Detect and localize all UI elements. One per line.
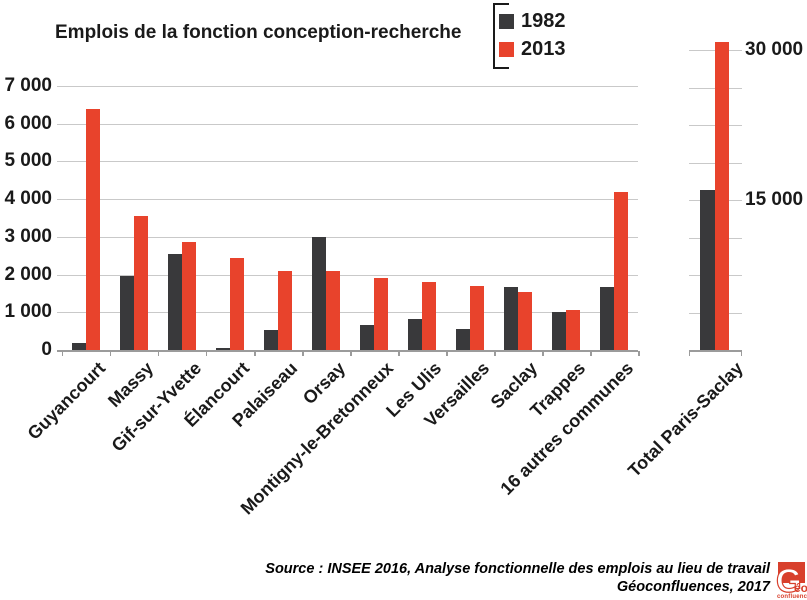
x-axis-tick — [350, 351, 352, 356]
total-x-axis-tick — [688, 351, 690, 356]
bar-1982 — [504, 286, 519, 350]
y-axis-label: 7 000 — [4, 75, 52, 96]
logo-eo-text: éo — [794, 581, 807, 595]
bar-2013 — [326, 270, 341, 350]
bar-2013 — [614, 191, 629, 350]
total-axis-tick — [729, 237, 742, 239]
bar-2013 — [181, 241, 196, 350]
bar-1982 — [215, 348, 230, 350]
gridline — [57, 236, 638, 238]
total-axis-tick — [688, 162, 715, 164]
bar-1982 — [119, 276, 134, 350]
bar-2013 — [518, 291, 533, 350]
total-axis-tick — [688, 125, 715, 126]
gridline — [57, 161, 638, 163]
gridline — [57, 312, 638, 314]
x-axis-line — [57, 350, 638, 352]
gridline — [57, 86, 638, 87]
legend-swatch-2013 — [499, 41, 514, 57]
bar-1982 — [264, 330, 278, 350]
x-axis-tick — [109, 351, 112, 356]
x-axis-tick — [638, 351, 640, 356]
logo-letter-g: G — [775, 562, 802, 599]
y-axis-label: 5 000 — [4, 150, 52, 172]
total-axis-tick — [729, 200, 742, 201]
geoconfluences-logo — [778, 562, 805, 583]
legend-label-2013: 2013 — [521, 38, 566, 60]
source-line-1: Source : INSEE 2016, Analyse fonctionnel… — [265, 561, 770, 577]
x-axis-tick — [590, 351, 592, 356]
x-axis-tick — [446, 351, 448, 356]
chart-title: Emplois de la fonction conception-recher… — [55, 22, 462, 43]
bar-1982 — [360, 325, 375, 350]
legend-label-1982: 1982 — [521, 10, 566, 32]
total-x-axis-tick — [740, 351, 742, 356]
y-axis-label: 2 000 — [4, 263, 52, 285]
gridline — [57, 199, 638, 201]
x-axis-tick — [494, 351, 496, 356]
bar-1982 — [552, 312, 567, 350]
bar-2013 — [566, 310, 581, 350]
total-axis-tick — [729, 312, 742, 314]
total-y-axis-label: 30 000 — [745, 39, 804, 60]
legend-item-1982: 1982 — [499, 11, 566, 31]
total-x-axis-label: Total Paris-Saclay — [624, 358, 748, 481]
y-axis-label: 3 000 — [4, 225, 52, 247]
bar-2013 — [229, 257, 244, 350]
logo-confluences-text: confluences — [777, 594, 807, 600]
bar-1982 — [600, 286, 615, 350]
x-axis-tick — [542, 351, 544, 356]
total-axis-tick — [688, 87, 715, 89]
x-axis-tick — [254, 351, 256, 356]
bar-1982 — [408, 318, 423, 350]
legend-swatch-1982 — [499, 13, 514, 29]
source-line-2: Géoconfluences, 2017 — [616, 579, 770, 595]
total-bar-2013 — [714, 42, 729, 350]
y-axis-label: 4 000 — [4, 188, 52, 210]
bar-2013 — [85, 108, 100, 350]
total-axis-tick — [729, 50, 742, 51]
x-axis-tick — [61, 351, 64, 356]
bar-2013 — [422, 282, 437, 350]
x-axis-tick — [157, 351, 160, 356]
total-axis-tick — [688, 50, 715, 51]
bar-1982 — [167, 253, 182, 350]
gridline — [57, 274, 638, 276]
total-y-axis-label: 15 000 — [745, 189, 804, 210]
y-axis-label: 6 000 — [4, 112, 52, 134]
legend-bracket — [493, 3, 509, 69]
gridline — [57, 123, 638, 125]
x-axis-tick — [302, 351, 304, 356]
total-axis-tick — [729, 125, 742, 126]
total-axis-tick — [729, 162, 742, 164]
bar-2013 — [278, 270, 292, 350]
bar-2013 — [470, 285, 485, 350]
bar-1982 — [71, 343, 86, 350]
total-axis-tick — [729, 87, 742, 89]
bar-2013 — [374, 278, 389, 350]
bar-1982 — [312, 236, 327, 350]
x-axis-tick — [205, 351, 208, 356]
y-axis-label: 1 000 — [4, 301, 52, 323]
x-axis-label: Guyancourt — [23, 358, 109, 444]
total-axis-tick — [729, 275, 742, 276]
bar-2013 — [133, 216, 148, 350]
total-x-axis-line — [688, 350, 742, 352]
source-credit: Source : INSEE 2016, Analyse fonctionnel… — [265, 560, 770, 596]
bar-1982 — [456, 329, 471, 350]
total-bar-1982 — [700, 190, 715, 350]
x-axis-tick — [398, 351, 400, 356]
legend-item-2013: 2013 — [499, 39, 566, 59]
y-axis-label: 0 — [41, 339, 52, 360]
